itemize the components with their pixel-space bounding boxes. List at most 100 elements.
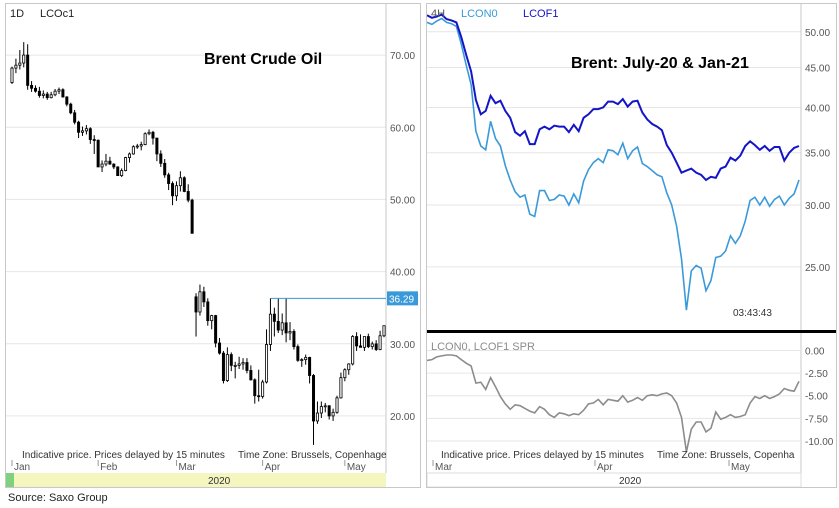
y-tick-label: -5.00 <box>805 392 828 403</box>
time-zone-note: Time Zone: Brussels, Copenha <box>657 450 795 461</box>
candle-body <box>124 157 128 171</box>
candle-body <box>30 84 34 89</box>
candle-body <box>53 90 57 96</box>
candle-body <box>233 364 237 367</box>
candle-body <box>331 411 335 417</box>
last-value-label: 36.29 <box>389 294 414 305</box>
candle-body <box>347 363 351 371</box>
candle-body <box>319 406 323 414</box>
candle-body <box>249 370 253 381</box>
candle-body <box>374 343 378 350</box>
candle-body <box>300 359 304 362</box>
y-tick-label: 45.00 <box>805 63 830 74</box>
candle-body <box>292 331 296 348</box>
candle-body <box>206 301 210 322</box>
candle-body <box>351 336 355 365</box>
candle-body <box>312 375 316 422</box>
x-tick-label: May <box>347 462 366 473</box>
y-tick-label: 30.00 <box>390 340 415 351</box>
candle-body <box>182 177 186 192</box>
candle-body <box>174 185 178 197</box>
candle-body <box>257 395 261 398</box>
candle-body <box>288 331 292 334</box>
candle-body <box>327 405 331 417</box>
candle-body <box>143 133 147 145</box>
candle-body <box>308 357 312 376</box>
y-tick-label: -10.00 <box>805 437 834 448</box>
candle-body <box>84 128 88 132</box>
x-tick-label: Apr <box>265 462 281 473</box>
y-tick-label: 30.00 <box>805 201 830 212</box>
candle-body <box>296 346 300 361</box>
x-tick-label: Mar <box>178 462 196 473</box>
candle-body <box>284 322 288 334</box>
candle-body <box>241 362 245 365</box>
candle-body <box>253 379 257 397</box>
brent-contracts-panel: 4H LCON0 LCOF1 Brent: July-20 & Jan-21 0… <box>426 3 837 488</box>
chart-title: Brent: July-20 & Jan-21 <box>571 55 749 72</box>
candle-body <box>163 162 167 176</box>
y-tick-label: 40.00 <box>805 103 830 114</box>
candle-body <box>335 397 339 413</box>
candle-body <box>359 345 363 348</box>
year-band <box>6 473 386 487</box>
candle-body <box>155 137 159 155</box>
candle-body <box>18 62 22 66</box>
indicative-price-note: Indicative price. Prices delayed by 15 m… <box>441 450 644 461</box>
candle-body <box>41 93 45 96</box>
pane-divider[interactable] <box>427 330 836 333</box>
candle-body <box>272 313 276 322</box>
x-tick-label: Mar <box>435 462 453 473</box>
candle-body <box>198 291 202 313</box>
candle-body <box>225 354 229 381</box>
last-value-badge <box>387 291 418 306</box>
year-label: 2020 <box>619 476 642 487</box>
candle-body <box>139 144 143 147</box>
candle-body <box>276 320 280 331</box>
series-label-lcof1: LCOF1 <box>523 8 558 20</box>
candle-body <box>112 163 116 168</box>
candle-body <box>221 352 225 381</box>
candle-body <box>178 177 182 187</box>
candle-body <box>339 377 343 399</box>
candle-body <box>37 90 41 96</box>
candle-body <box>268 313 272 345</box>
candle-body <box>77 121 81 133</box>
indicative-price-note: Indicative price. Prices delayed by 15 m… <box>22 450 225 461</box>
candle-body <box>186 191 190 201</box>
series-label-lcon0: LCON0 <box>461 8 498 20</box>
candle-body <box>171 183 175 197</box>
series-line-spread <box>427 354 800 452</box>
candle-body <box>22 54 26 64</box>
candle-body <box>214 315 218 344</box>
candle-body <box>45 93 49 99</box>
candle-body <box>167 174 171 184</box>
candle-body <box>92 139 96 141</box>
interval-label: 4H <box>431 8 445 20</box>
y-tick-label: 20.00 <box>390 412 415 423</box>
candle-body <box>131 146 135 155</box>
y-tick-label: 50.00 <box>390 195 415 206</box>
y-tick-label: 70.00 <box>390 51 415 62</box>
y-tick-label: 35.00 <box>805 149 830 160</box>
y-tick-label: 50.00 <box>805 28 830 39</box>
candle-body <box>323 405 327 408</box>
candle-body <box>304 357 308 361</box>
brent-crude-oil-candlestick-chart: 1D LCOc1 Brent Crude Oil 70.00 60.00 50.00… <box>6 4 418 487</box>
candle-body <box>127 153 131 158</box>
brent-july-jan-line-chart: 4H LCON0 LCOF1 Brent: July-20 & Jan-21 0… <box>427 4 836 487</box>
interval-label: 1D <box>10 8 24 20</box>
time-label: 03:43:43 <box>733 308 772 319</box>
year-label: 2020 <box>208 476 231 487</box>
candle-body <box>57 89 61 92</box>
candle-body <box>33 87 37 92</box>
chart-title: Brent Crude Oil <box>204 51 322 68</box>
scroll-handle[interactable] <box>6 473 14 487</box>
candle-body <box>245 362 249 371</box>
candle-body <box>229 354 233 366</box>
candle-body <box>343 369 347 379</box>
x-tick-label: Apr <box>597 462 613 473</box>
candle-body <box>80 130 84 133</box>
candle-body <box>104 160 108 165</box>
y-tick-label: 60.00 <box>390 123 415 134</box>
